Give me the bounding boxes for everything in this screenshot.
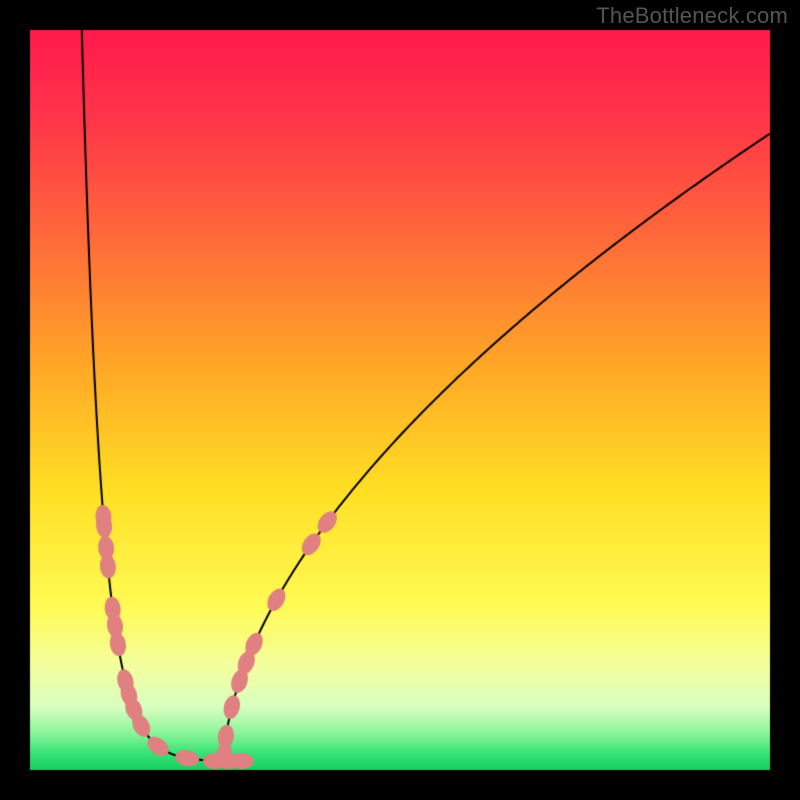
bottleneck-chart-canvas	[0, 0, 800, 800]
watermark-text: TheBottleneck.com	[596, 3, 788, 29]
